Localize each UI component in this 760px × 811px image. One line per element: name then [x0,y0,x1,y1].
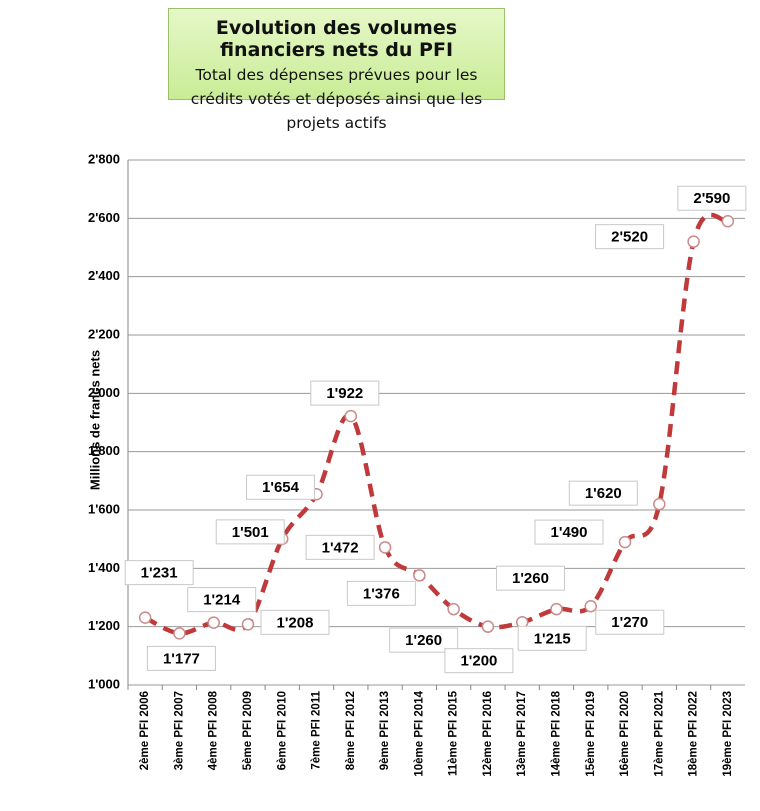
point [584,600,597,613]
point [413,569,426,582]
data-label: 1'270 [611,614,648,631]
chart-title: Evolution des volumes financiers nets du… [215,17,458,61]
data-label-box [677,185,747,211]
x-tick-label: 6ème PFI 2010 [276,691,288,770]
y-tick-label: 1'000 [88,676,120,691]
x-tick-label: 16ème PFI 2020 [619,691,631,777]
data-label: 1'376 [363,585,400,602]
y-tick-label: 2'600 [88,210,120,225]
point [378,541,392,554]
x-tick-label: 7ème PFI 2011 [311,690,323,769]
point [207,616,220,629]
chart-subtitle: Total des dépenses prévues pour les créd… [190,66,483,132]
data-label: 1'490 [551,524,588,541]
data-label-box [215,519,285,545]
point [721,215,735,228]
x-tick-label: 17ème PFI 2021 [653,690,665,776]
x-tick-label: 15ème PFI 2019 [585,691,597,777]
y-tick-label: 1'800 [88,443,120,458]
data-label-box [595,609,665,635]
y-tick-label: 1'600 [88,501,120,516]
y-tick-label: 2'200 [88,326,120,341]
point [344,409,358,423]
x-tick-label: 8ème PFI 2012 [345,691,357,770]
data-label: 1'214 [203,592,241,609]
data-label-box [346,580,416,606]
data-label-box [595,224,665,250]
data-label: 1'215 [534,630,571,647]
data-label: 1'620 [585,485,622,502]
point [481,620,495,633]
point [138,611,152,624]
y-tick-label: 1'400 [88,560,120,575]
point [550,602,563,616]
data-label: 1'922 [326,385,363,402]
x-tick-label: 3ème PFI 2007 [173,691,185,770]
data-label-box [568,480,638,506]
data-label: 2'520 [611,229,648,246]
data-label: 1'501 [232,524,269,541]
x-tick-label: 4ème PFI 2008 [208,690,220,770]
y-tick-label: 2'800 [88,151,120,166]
x-tick-label: 11ème PFI 2015 [448,690,460,776]
x-tick-label: 13ème PFI 2017 [516,691,528,777]
data-label-box [146,645,216,671]
data-label-box [260,609,330,635]
x-tick-label: 2ème PFI 2006 [139,691,151,770]
x-tick-label: 10ème PFI 2014 [413,690,425,776]
point [618,535,632,549]
data-label-box [444,648,514,674]
data-label: 1'200 [460,653,497,670]
x-tick-label: 9ème PFI 2013 [379,691,391,770]
data-label-box [124,560,194,586]
x-tick-label: 19ème PFI 2023 [722,691,734,777]
point [653,497,666,511]
x-tick-label: 12ème PFI 2016 [482,691,494,777]
data-label: 1'177 [163,650,200,667]
data-label-box [246,474,316,500]
y-tick-label: 2'000 [88,385,120,400]
data-label-box [517,625,587,651]
data-label: 2'590 [693,190,730,207]
point [687,235,700,248]
series-line [144,212,730,636]
data-label: 1'231 [141,565,178,582]
point [241,618,255,631]
data-label-box [187,587,257,613]
data-label: 1'472 [322,539,359,556]
data-label: 1'260 [405,632,442,649]
data-label: 1'260 [512,570,549,587]
title-box: Evolution des volumes financiers nets du… [168,8,505,132]
point [173,627,186,640]
data-label-box [310,380,380,406]
y-axis-label: Millions de francs nets [87,350,102,490]
data-label: 1'654 [262,479,300,496]
point [447,602,460,616]
x-tick-label: 18ème PFI 2022 [688,691,700,777]
y-tick-label: 1'200 [88,618,120,633]
data-label: 1'208 [277,614,314,631]
x-tick-label: 14ème PFI 2018 [551,690,563,776]
y-tick-label: 2'400 [88,268,120,283]
data-label-box [305,534,375,560]
data-label-box [495,565,565,591]
x-tick-label: 5ème PFI 2009 [242,691,254,770]
data-label-box [534,519,604,545]
